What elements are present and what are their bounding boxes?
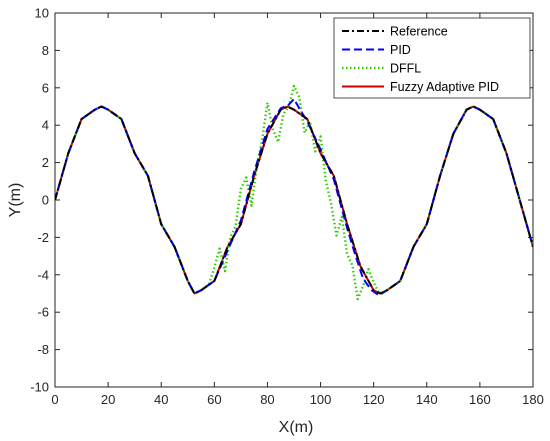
x-tick-label: 160 bbox=[469, 392, 491, 407]
x-tick-label: 140 bbox=[416, 392, 438, 407]
y-tick-label: 6 bbox=[42, 80, 49, 95]
y-tick-label: 10 bbox=[35, 6, 49, 21]
series-line-pid bbox=[55, 98, 533, 297]
y-tick-label: 4 bbox=[42, 118, 49, 133]
x-tick-label: 40 bbox=[154, 392, 168, 407]
legend-box bbox=[333, 17, 531, 99]
x-tick-label: 120 bbox=[363, 392, 385, 407]
y-tick-label: 8 bbox=[42, 43, 49, 58]
y-tick-label: -2 bbox=[37, 230, 49, 245]
x-tick-label: 60 bbox=[207, 392, 221, 407]
legend-label: DFFL bbox=[390, 62, 421, 76]
plot-area: 0 20 40 60 80 100 120 140 160 180 -10 -8 -6 -4 -2 0 2 4 6 8… bbox=[30, 6, 544, 408]
legend-label: Fuzzy Adaptive PID bbox=[390, 80, 499, 94]
y-tick-label: 0 bbox=[42, 193, 49, 208]
y-tick-label: -8 bbox=[37, 342, 49, 357]
y-tick-label: -4 bbox=[37, 267, 49, 282]
x-tick-label: 0 bbox=[51, 392, 58, 407]
x-axis-label: X(m) bbox=[279, 419, 314, 436]
y-tick-label: -10 bbox=[30, 380, 49, 395]
y-axis-label: Y(m) bbox=[7, 183, 24, 218]
y-tick-label: 2 bbox=[42, 155, 49, 170]
legend: Reference PID DFFL Fuzzy Adaptive PID bbox=[333, 17, 531, 99]
series-line-reference bbox=[55, 105, 533, 295]
x-tick-label: 20 bbox=[101, 392, 115, 407]
legend-label: Reference bbox=[390, 25, 448, 39]
y-tick-label: -6 bbox=[37, 305, 49, 320]
x-tick-label: 80 bbox=[260, 392, 274, 407]
legend-label: PID bbox=[390, 43, 411, 57]
x-tick-label: 180 bbox=[522, 392, 544, 407]
x-tick-label: 100 bbox=[310, 392, 332, 407]
